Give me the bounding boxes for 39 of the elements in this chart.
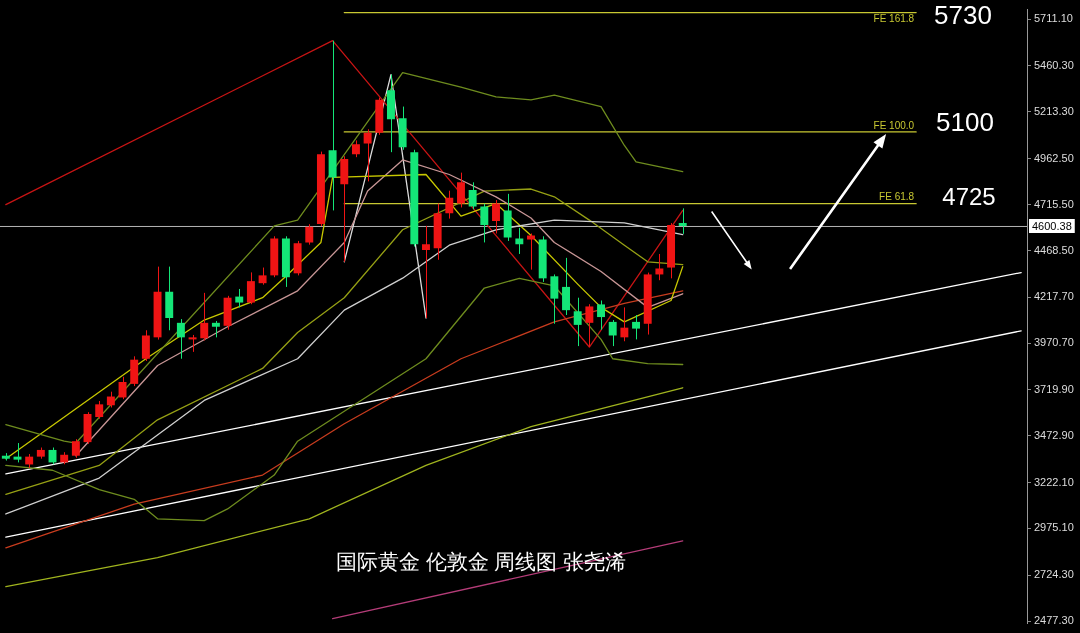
candlestick xyxy=(550,273,559,325)
y-tick-label: 5711.10 xyxy=(1034,12,1073,25)
candlestick xyxy=(141,329,150,362)
candlestick xyxy=(643,272,652,336)
annotation: 5100 xyxy=(936,107,994,138)
candlestick xyxy=(211,320,220,338)
candlestick xyxy=(597,299,605,331)
y-tick-label: 3222.10 xyxy=(1034,475,1074,488)
y-tick-label: 2724.30 xyxy=(1034,568,1074,581)
y-tick-label: 4715.50 xyxy=(1034,197,1074,210)
candlestick xyxy=(258,267,267,286)
y-tick-label: 4468.50 xyxy=(1034,243,1074,256)
y-tick-label: 3970.70 xyxy=(1034,336,1074,349)
candlestick xyxy=(246,271,255,305)
y-tick-label: 2975.10 xyxy=(1034,521,1074,534)
candlestick xyxy=(457,172,465,208)
y-tick-label: 2477.30 xyxy=(1034,614,1074,627)
candlestick xyxy=(573,297,582,347)
ref-line-label: 4600.38 xyxy=(1032,219,1072,232)
candlestick xyxy=(351,139,360,158)
candlestick xyxy=(422,225,430,319)
y-tick-label: 5460.30 xyxy=(1034,58,1074,71)
y-tick-label: 4962.50 xyxy=(1034,151,1074,164)
annotation: 4725 xyxy=(942,182,996,210)
annotation: 5730 xyxy=(934,0,992,31)
y-tick-label: 4217.70 xyxy=(1034,290,1074,303)
candlestick xyxy=(95,400,104,420)
y-tick-label: 3719.90 xyxy=(1034,382,1074,395)
series-label: FE 61.8 xyxy=(879,191,915,203)
series-label: FE 161.8 xyxy=(873,13,915,25)
y-tick-label: 5213.30 xyxy=(1034,104,1074,117)
candlestick xyxy=(632,314,641,340)
candlestick xyxy=(585,303,594,348)
candlestick xyxy=(468,181,477,210)
y-tick-label: 3472.90 xyxy=(1034,428,1074,441)
candlestick xyxy=(503,193,512,242)
series-label: FE 100.0 xyxy=(873,119,915,131)
candlestick xyxy=(36,447,45,460)
candlestick xyxy=(71,438,80,459)
